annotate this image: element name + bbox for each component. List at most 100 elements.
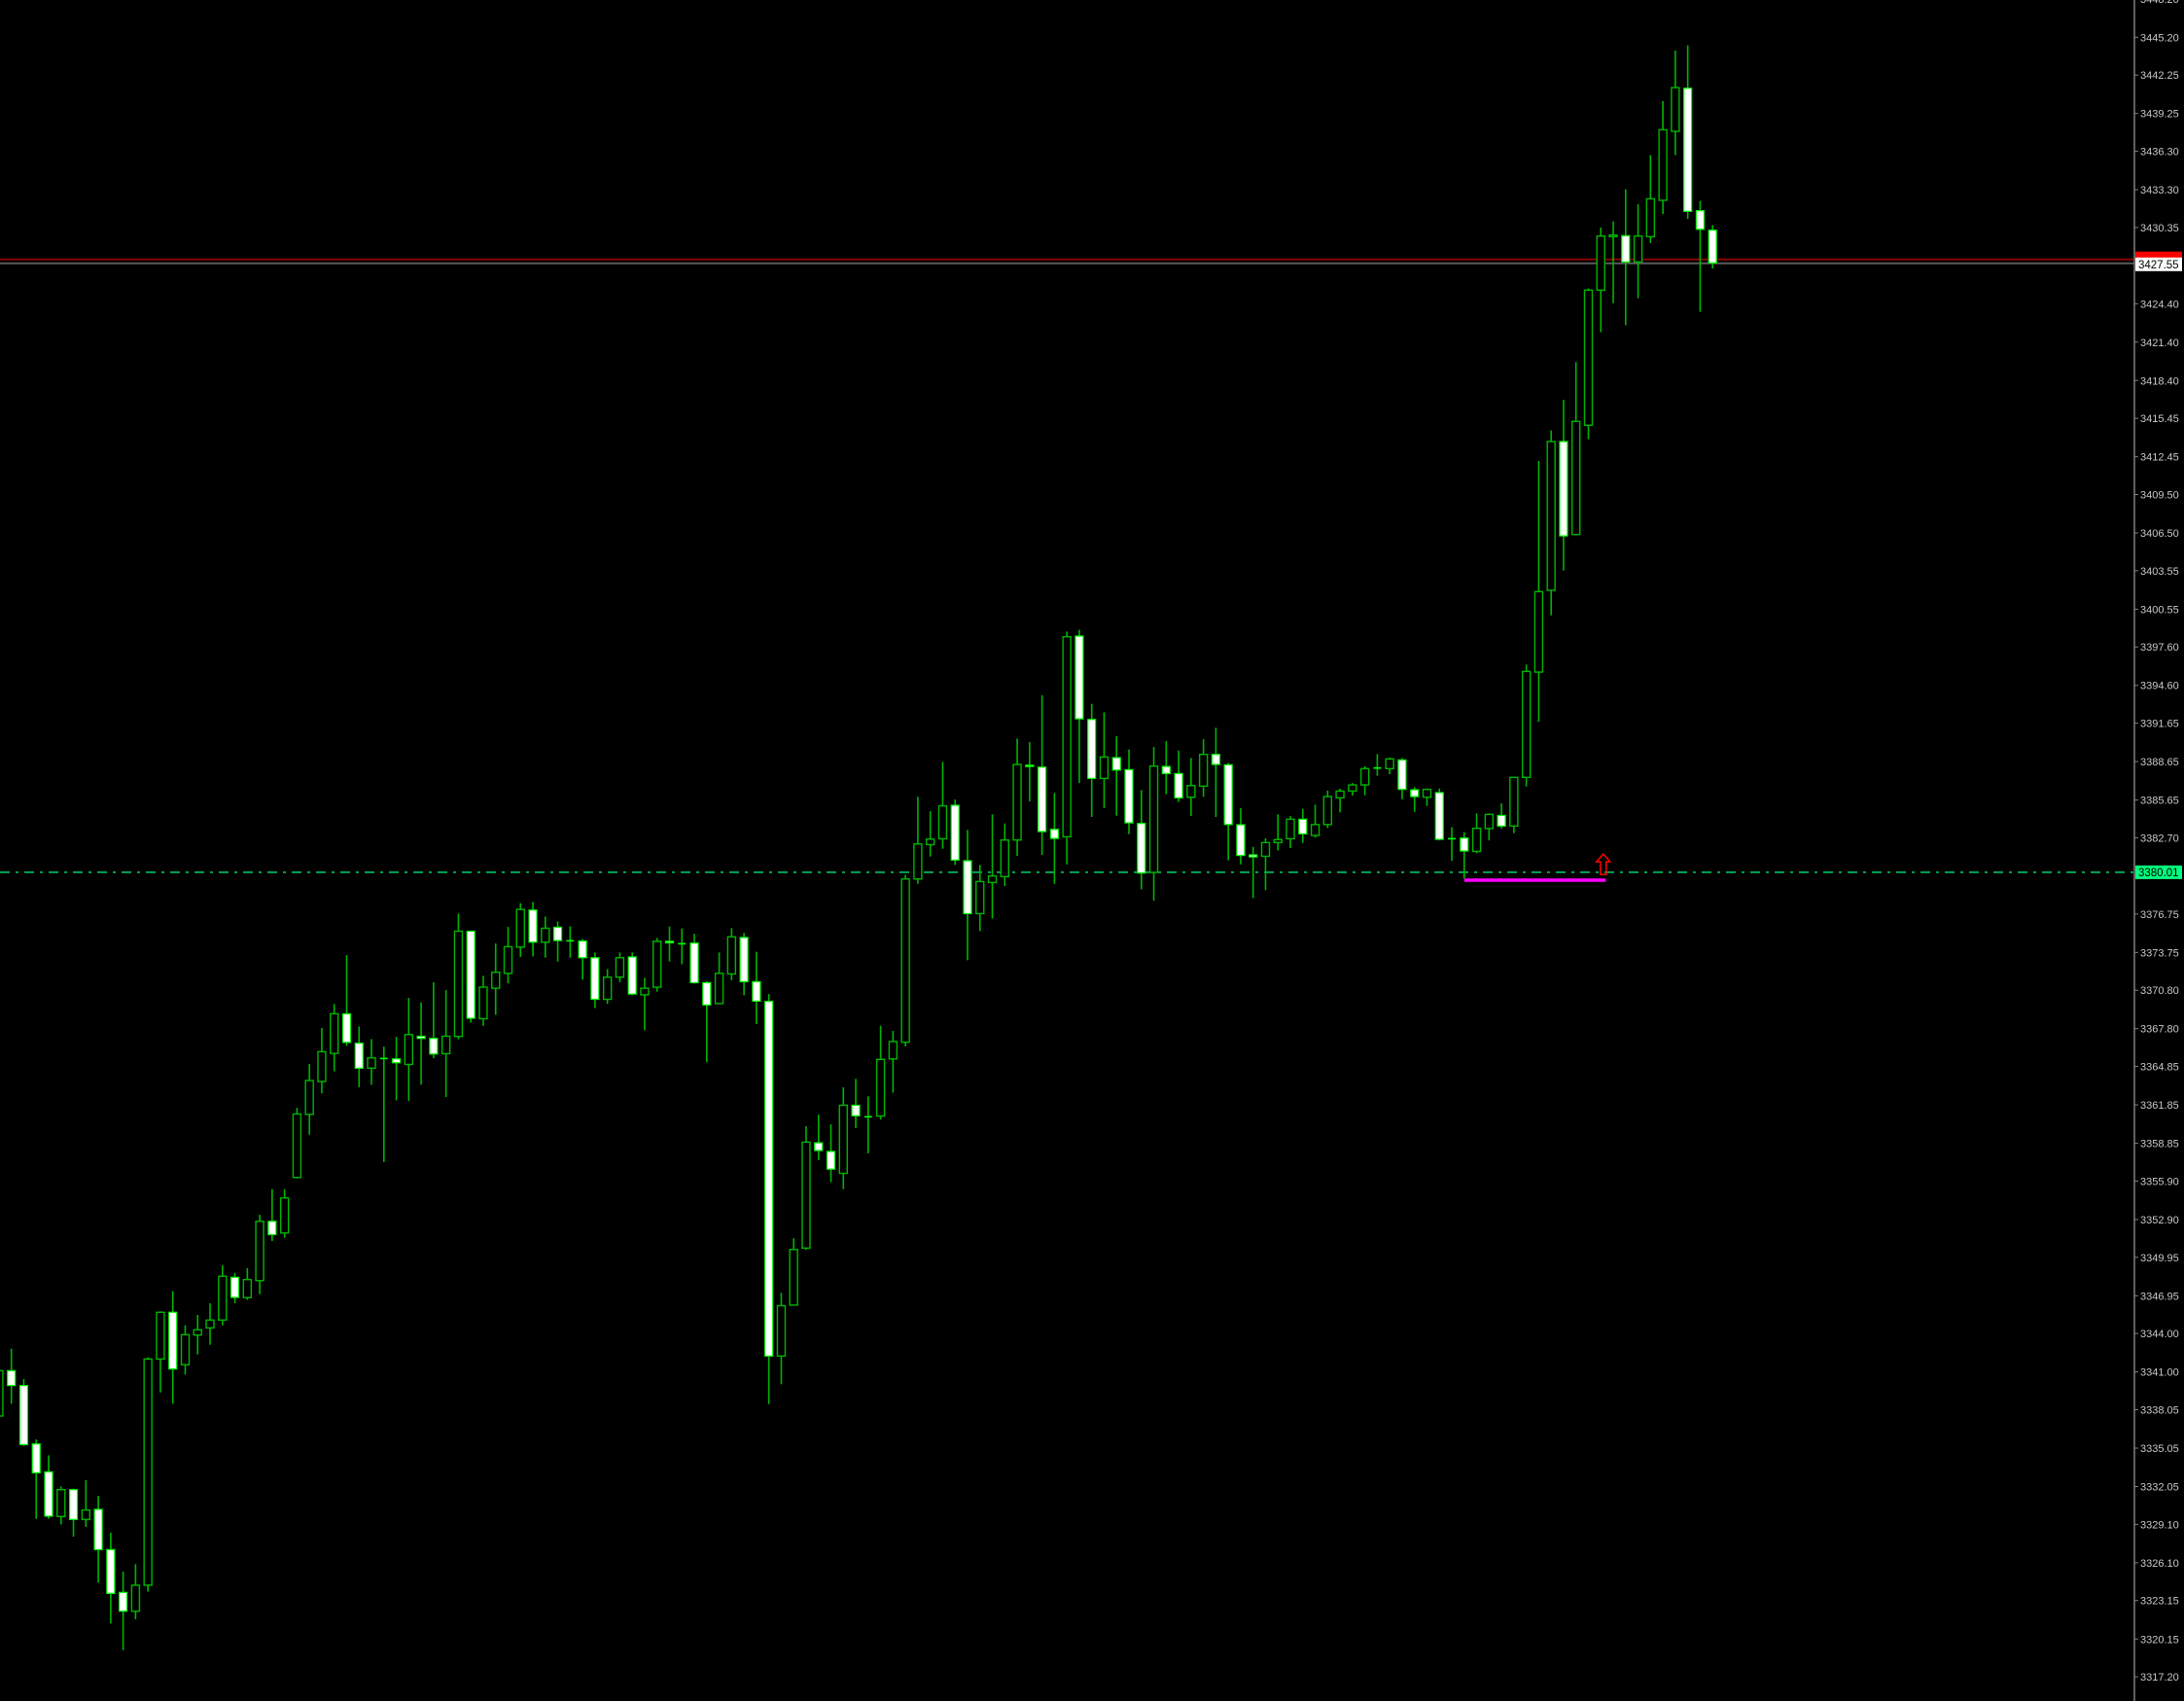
candle-body-bullish xyxy=(1012,763,1022,841)
y-tick-label: 3346.95 xyxy=(2140,1291,2179,1302)
candle xyxy=(950,799,960,866)
candle-body-bearish xyxy=(391,1058,402,1064)
candle xyxy=(255,1215,264,1294)
candle-body-bullish xyxy=(453,930,464,1038)
y-tick-label: 3323.15 xyxy=(2140,1596,2179,1608)
candle xyxy=(1049,793,1059,884)
level-price-label: 3380.01 xyxy=(2138,868,2179,879)
chart-objects xyxy=(1463,852,1612,882)
candle xyxy=(1062,631,1072,865)
candle-body-bullish xyxy=(726,936,737,975)
candle xyxy=(875,1025,886,1120)
candle xyxy=(440,990,451,1098)
candle-body-bearish xyxy=(1249,854,1258,858)
candle xyxy=(7,1348,17,1404)
candle xyxy=(1621,189,1631,326)
candle xyxy=(93,1496,103,1583)
candle xyxy=(714,952,724,1005)
y-tick-label: 3415.45 xyxy=(2140,413,2179,425)
candle xyxy=(68,1488,79,1538)
candle-body-bullish xyxy=(1671,87,1680,132)
candle xyxy=(168,1291,178,1404)
candle xyxy=(739,933,749,996)
candle-body-bullish xyxy=(1348,784,1357,793)
candle-body-bullish xyxy=(1099,756,1110,780)
candle-body-bullish xyxy=(602,976,613,1001)
candle-body-bullish xyxy=(330,1012,339,1054)
candle-body-bullish xyxy=(875,1058,886,1117)
y-tick-label: 3358.85 xyxy=(2140,1139,2179,1151)
price-axis[interactable]: 3448.20 3445.20 3442.25 3439.25 3436.30 3433.… xyxy=(2133,0,2182,1701)
candle xyxy=(1385,758,1394,775)
candle-body-bearish xyxy=(1683,88,1693,212)
candle-body-bullish xyxy=(615,957,625,978)
candle-body-bearish xyxy=(1397,759,1407,791)
candle-body-bearish xyxy=(1124,768,1134,824)
candle-body-bearish xyxy=(702,981,712,1006)
candle xyxy=(31,1439,41,1519)
candle xyxy=(81,1479,91,1528)
candle-body-bullish xyxy=(143,1358,153,1586)
candle-body-bullish xyxy=(205,1319,215,1329)
candle-body-bearish xyxy=(466,930,476,1019)
candle xyxy=(1608,221,1618,303)
candle xyxy=(664,926,675,962)
y-tick-label: 3355.90 xyxy=(2140,1176,2179,1187)
candle xyxy=(143,1357,153,1592)
y-tick-label: 3436.30 xyxy=(2140,147,2179,159)
candle-body-bullish xyxy=(503,945,513,975)
candle xyxy=(379,1046,388,1162)
candle xyxy=(242,1267,253,1300)
candle xyxy=(776,1293,787,1385)
candle xyxy=(267,1188,277,1242)
candle xyxy=(1683,45,1693,220)
candle-body-bearish xyxy=(578,940,587,959)
candle-body-bearish xyxy=(1621,234,1631,263)
candle xyxy=(1174,750,1183,802)
candle-body-bearish xyxy=(1111,757,1121,771)
candle xyxy=(1211,727,1220,817)
candle-body-bearish xyxy=(1074,635,1084,720)
price-axis-labels: 3427.55 3380.01 xyxy=(2135,251,2182,879)
candle xyxy=(1273,814,1283,851)
candle xyxy=(229,1272,240,1304)
candle-body-bearish xyxy=(528,909,538,943)
candle xyxy=(1645,155,1656,243)
candle-body-bearish xyxy=(752,980,761,1002)
candle-body-bullish xyxy=(1583,289,1594,426)
candle xyxy=(678,928,687,965)
candle-body-bearish xyxy=(1174,772,1183,798)
candle xyxy=(1596,228,1605,333)
candle xyxy=(466,930,476,1023)
candle xyxy=(1633,204,1643,299)
candle-body-bearish xyxy=(416,1035,426,1040)
candle-body-bearish xyxy=(1038,766,1047,833)
candle-body-bullish xyxy=(937,804,948,840)
candle xyxy=(900,874,910,1047)
y-tick-label: 3352.90 xyxy=(2140,1215,2179,1226)
y-tick-label: 3349.95 xyxy=(2140,1253,2179,1264)
candle-body-bearish xyxy=(1049,829,1059,839)
candle-body-bearish xyxy=(44,1471,53,1517)
candle xyxy=(801,1125,811,1251)
y-tick-label: 3329.10 xyxy=(2140,1519,2179,1531)
candle xyxy=(590,952,600,1009)
candle xyxy=(541,916,550,958)
candle xyxy=(1434,788,1444,841)
candle-body-bearish xyxy=(429,1038,439,1055)
candle-body-bullish xyxy=(1062,635,1072,838)
candle xyxy=(1148,747,1159,901)
candle xyxy=(330,1004,339,1072)
candle xyxy=(1335,789,1345,813)
candle-body-bullish xyxy=(1286,818,1295,840)
candle xyxy=(18,1379,29,1446)
candle-body-bearish xyxy=(1695,210,1706,230)
candle xyxy=(1161,741,1171,795)
candle xyxy=(789,1238,798,1306)
candle xyxy=(913,797,923,884)
candle xyxy=(503,927,513,984)
candle-body-bullish xyxy=(193,1329,202,1336)
candle-body-bullish xyxy=(913,843,923,880)
